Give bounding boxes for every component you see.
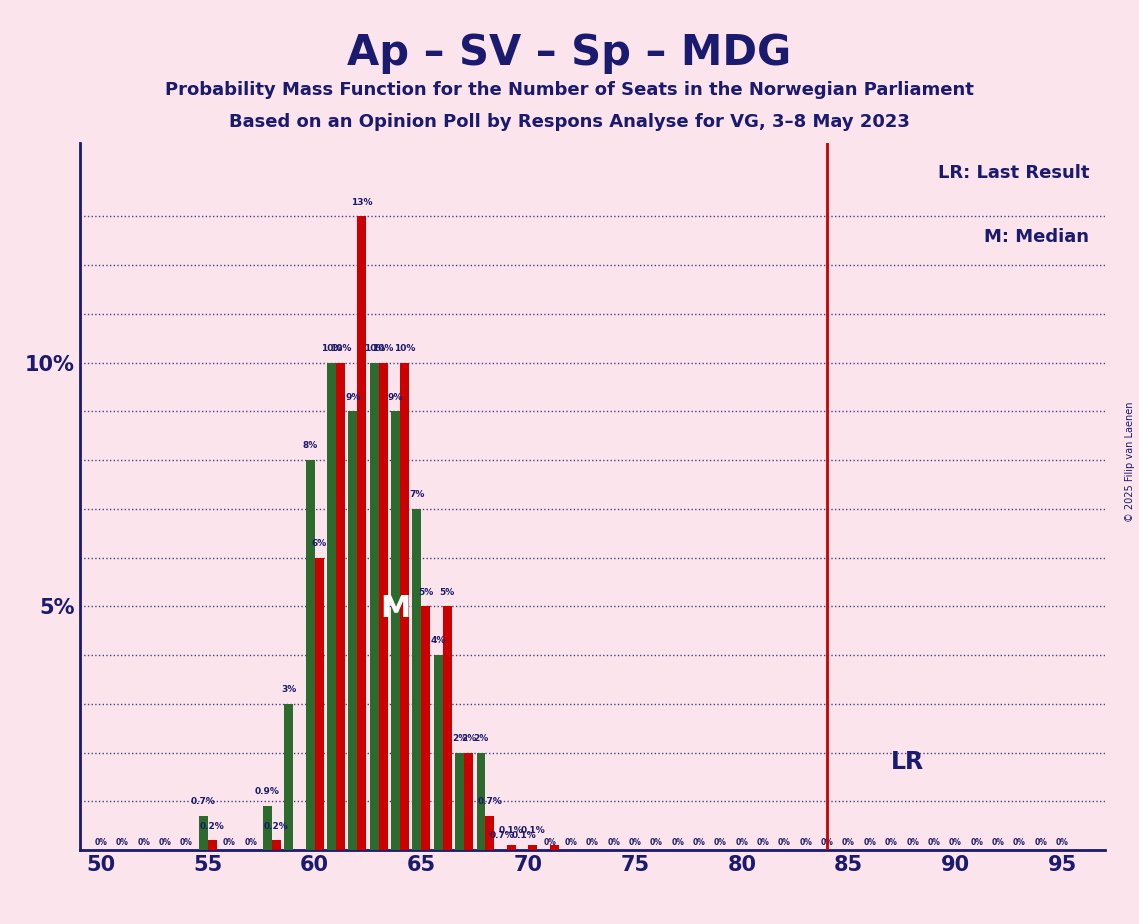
- Text: 0%: 0%: [158, 838, 172, 846]
- Text: 2%: 2%: [474, 734, 489, 743]
- Text: 0%: 0%: [970, 838, 983, 846]
- Bar: [263, 807, 272, 850]
- Bar: [358, 216, 367, 850]
- Text: 0.9%: 0.9%: [255, 787, 280, 796]
- Text: 10%: 10%: [394, 344, 416, 353]
- Text: 0%: 0%: [821, 838, 834, 846]
- Text: 0.2%: 0.2%: [264, 821, 289, 831]
- Text: 0.7%: 0.7%: [477, 797, 502, 807]
- Bar: [412, 509, 421, 850]
- Text: 7%: 7%: [409, 490, 425, 499]
- Bar: [400, 362, 409, 850]
- Bar: [485, 816, 494, 850]
- Text: 9%: 9%: [388, 393, 403, 402]
- Text: 0%: 0%: [949, 838, 961, 846]
- Text: 0%: 0%: [736, 838, 748, 846]
- Text: 0%: 0%: [992, 838, 1005, 846]
- Text: M: Median: M: Median: [984, 228, 1089, 246]
- Text: 10%: 10%: [363, 344, 385, 353]
- Text: 0%: 0%: [778, 838, 790, 846]
- Bar: [199, 816, 208, 850]
- Text: 2%: 2%: [452, 734, 467, 743]
- Text: 0%: 0%: [800, 838, 812, 846]
- Bar: [391, 411, 400, 850]
- Text: 13%: 13%: [351, 198, 372, 207]
- Text: 0%: 0%: [1056, 838, 1068, 846]
- Text: 0%: 0%: [116, 838, 129, 846]
- Text: M: M: [380, 594, 411, 624]
- Text: 10%: 10%: [321, 344, 342, 353]
- Text: 8%: 8%: [303, 442, 318, 450]
- Bar: [507, 845, 516, 850]
- Bar: [336, 362, 345, 850]
- Text: © 2025 Filip van Laenen: © 2025 Filip van Laenen: [1125, 402, 1134, 522]
- Text: 0%: 0%: [244, 838, 257, 846]
- Text: 0%: 0%: [629, 838, 641, 846]
- Text: 0.1%: 0.1%: [521, 826, 546, 835]
- Bar: [476, 752, 485, 850]
- Text: 0%: 0%: [863, 838, 876, 846]
- Bar: [456, 752, 465, 850]
- Text: 10%: 10%: [372, 344, 394, 353]
- Text: 0%: 0%: [95, 838, 107, 846]
- Text: 0.1%: 0.1%: [499, 826, 524, 835]
- Text: Probability Mass Function for the Number of Seats in the Norwegian Parliament: Probability Mass Function for the Number…: [165, 81, 974, 99]
- Text: 0%: 0%: [543, 838, 556, 846]
- Text: 0%: 0%: [1013, 838, 1026, 846]
- Text: 0.7%: 0.7%: [490, 832, 515, 840]
- Text: 0%: 0%: [585, 838, 599, 846]
- Text: 4%: 4%: [431, 637, 446, 645]
- Text: 5%: 5%: [440, 588, 454, 597]
- Bar: [314, 557, 323, 850]
- Bar: [421, 606, 431, 850]
- Text: 0.2%: 0.2%: [200, 821, 224, 831]
- Text: LR: LR: [891, 750, 925, 774]
- Bar: [434, 655, 443, 850]
- Bar: [464, 752, 473, 850]
- Text: 0.7%: 0.7%: [191, 797, 215, 807]
- Text: 0%: 0%: [885, 838, 898, 846]
- Text: 0.1%: 0.1%: [511, 832, 536, 840]
- Text: 3%: 3%: [281, 685, 296, 694]
- Text: 9%: 9%: [345, 393, 361, 402]
- Text: Based on an Opinion Poll by Respons Analyse for VG, 3–8 May 2023: Based on an Opinion Poll by Respons Anal…: [229, 113, 910, 130]
- Text: 10%: 10%: [330, 344, 351, 353]
- Text: 0%: 0%: [138, 838, 150, 846]
- Text: 0%: 0%: [565, 838, 577, 846]
- Bar: [208, 840, 216, 850]
- Bar: [378, 362, 387, 850]
- Bar: [443, 606, 452, 850]
- Text: 0%: 0%: [223, 838, 236, 846]
- Text: 0%: 0%: [607, 838, 620, 846]
- Bar: [349, 411, 358, 850]
- Text: 0%: 0%: [756, 838, 770, 846]
- Text: 0%: 0%: [1034, 838, 1047, 846]
- Text: 6%: 6%: [311, 539, 327, 548]
- Text: LR: Last Result: LR: Last Result: [937, 164, 1089, 182]
- Bar: [327, 362, 336, 850]
- Text: 2%: 2%: [461, 734, 476, 743]
- Bar: [370, 362, 378, 850]
- Text: 0%: 0%: [907, 838, 919, 846]
- Bar: [305, 460, 314, 850]
- Text: Ap – SV – Sp – MDG: Ap – SV – Sp – MDG: [347, 32, 792, 74]
- Bar: [549, 845, 558, 850]
- Text: 0%: 0%: [671, 838, 685, 846]
- Bar: [272, 840, 281, 850]
- Text: 0%: 0%: [927, 838, 941, 846]
- Bar: [285, 704, 294, 850]
- Text: 5%: 5%: [418, 588, 434, 597]
- Text: 0%: 0%: [180, 838, 192, 846]
- Text: 0%: 0%: [842, 838, 855, 846]
- Text: 0%: 0%: [693, 838, 705, 846]
- Text: 0%: 0%: [650, 838, 663, 846]
- Text: 0%: 0%: [714, 838, 727, 846]
- Bar: [528, 845, 538, 850]
